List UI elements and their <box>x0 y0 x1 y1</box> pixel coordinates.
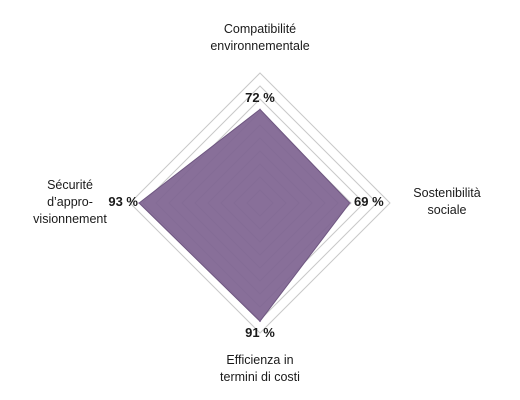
axis-label-security: Sécurité d’appro- visionnement <box>20 177 120 228</box>
grid-ring-10 <box>129 72 391 334</box>
axis-label-security-line-1: Sécurité <box>47 178 93 192</box>
axis-label-compatibility: Compatibilité environnementale <box>200 21 320 55</box>
radar-area <box>138 108 351 323</box>
radar-point-compatibility <box>259 108 261 111</box>
axis-label-sustainability-line-1: Sostenibilità <box>413 186 481 200</box>
radar-point-sustainability <box>348 202 351 204</box>
radar-area-group <box>138 108 351 323</box>
axis-label-security-line-2: d’appro- <box>47 195 93 209</box>
axis-label-sustainability: Sostenibilità sociale <box>402 185 492 219</box>
axis-label-compatibility-line-2: environnementale <box>210 39 310 53</box>
axis-label-efficiency-line-2: termini di costi <box>220 370 300 384</box>
value-label-compatibility: 72 % <box>245 90 275 105</box>
axis-label-efficiency-line-1: Efficienza in <box>226 353 294 367</box>
value-label-security: 93 % <box>108 194 138 209</box>
axis-label-efficiency: Efficienza in termini di costi <box>200 352 320 386</box>
axis-label-compatibility-line-1: Compatibilité <box>223 22 297 36</box>
radar-point-efficiency <box>259 320 261 323</box>
axis-label-security-line-3: visionnement <box>33 212 107 226</box>
radar-point-security <box>138 202 140 204</box>
axis-label-sustainability-line-2: sociale <box>427 203 467 217</box>
value-label-efficiency: 91 % <box>245 325 275 340</box>
value-label-sustainability: 69 % <box>354 194 384 209</box>
